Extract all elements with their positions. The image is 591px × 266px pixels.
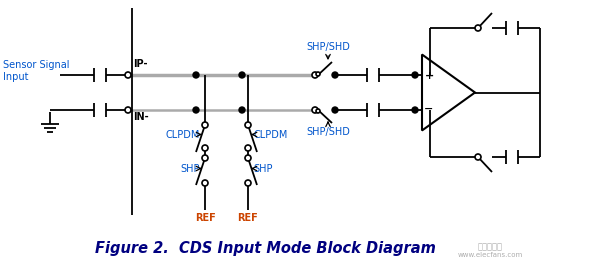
Circle shape <box>332 72 338 78</box>
Circle shape <box>412 72 418 78</box>
Text: IP-: IP- <box>133 59 148 69</box>
Text: 电子发烧友: 电子发烧友 <box>478 243 502 251</box>
Circle shape <box>245 155 251 161</box>
Text: SHP: SHP <box>253 164 272 173</box>
Circle shape <box>245 145 251 151</box>
Circle shape <box>312 107 318 113</box>
Circle shape <box>125 107 131 113</box>
Circle shape <box>245 180 251 186</box>
Circle shape <box>332 107 338 113</box>
Text: SHP/SHD: SHP/SHD <box>306 42 350 52</box>
Text: CLPDM: CLPDM <box>165 130 200 139</box>
Text: SHP/SHD: SHP/SHD <box>306 127 350 137</box>
Circle shape <box>202 122 208 128</box>
Circle shape <box>193 72 199 78</box>
Circle shape <box>312 72 318 78</box>
Text: REF: REF <box>194 213 215 223</box>
Text: −: − <box>424 104 434 114</box>
Text: IN-: IN- <box>133 112 148 122</box>
Text: Figure 2.  CDS Input Mode Block Diagram: Figure 2. CDS Input Mode Block Diagram <box>95 240 436 256</box>
Circle shape <box>202 145 208 151</box>
Circle shape <box>316 72 320 76</box>
Circle shape <box>239 107 245 113</box>
Circle shape <box>316 109 320 113</box>
Circle shape <box>412 107 418 113</box>
Circle shape <box>475 154 481 160</box>
Circle shape <box>475 25 481 31</box>
Text: +: + <box>424 71 434 81</box>
Circle shape <box>193 107 199 113</box>
Text: CLPDM: CLPDM <box>253 130 287 139</box>
Text: SHP: SHP <box>180 164 200 173</box>
Circle shape <box>239 72 245 78</box>
Circle shape <box>202 180 208 186</box>
Text: www.elecfans.com: www.elecfans.com <box>457 252 522 258</box>
Text: REF: REF <box>238 213 258 223</box>
Circle shape <box>202 155 208 161</box>
Text: Sensor Signal
Input: Sensor Signal Input <box>3 60 70 82</box>
Circle shape <box>125 72 131 78</box>
Circle shape <box>245 122 251 128</box>
